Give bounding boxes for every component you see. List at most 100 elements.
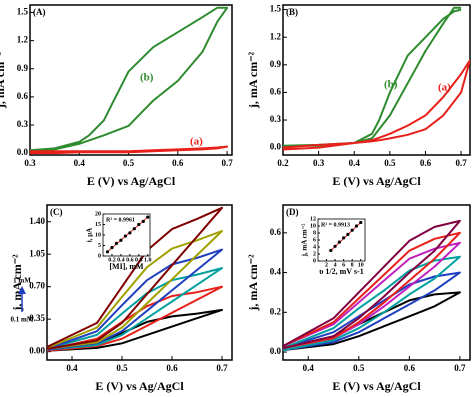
y-tick-label: 0.35 [29, 313, 45, 323]
y-tick-label: 1.40 [29, 216, 45, 226]
curve-label: (b) [384, 79, 398, 91]
y-tick-label: 0.3 [270, 114, 282, 124]
y-axis-label: j, mA cm⁻² [246, 51, 260, 109]
inset-x-label: υ 1/2, mV s-1 [319, 267, 363, 276]
y-tick-label: 12 [310, 216, 316, 222]
y-tick-label: 0.00 [29, 346, 45, 356]
axes-frame [29, 4, 233, 156]
y-tick-label: 0.9 [270, 59, 282, 69]
cv-curve [47, 230, 223, 350]
x-axis-label: E (V) vs Ag/AgCl [87, 174, 176, 188]
x-tick-label: 6 [342, 262, 345, 268]
inset-frame [317, 218, 366, 262]
y-tick-label: 0.4 [270, 267, 282, 277]
x-tick-label: 10 [358, 262, 364, 268]
x-tick-label: 0.6 [420, 158, 432, 168]
inset-y-label: i, μA [86, 228, 94, 242]
x-tick-label: 0.2 [277, 158, 289, 168]
annotation: 1 mM [13, 277, 31, 285]
cv-curve [283, 231, 461, 350]
y-tick-label: 1.5 [17, 7, 29, 17]
cv-curve [283, 241, 461, 350]
inset-point [329, 248, 333, 253]
panel-label: (B) [286, 7, 298, 17]
y-tick-label: 0.70 [29, 281, 45, 291]
inset-point [141, 219, 145, 223]
r-squared: R² = 0.9961 [106, 217, 135, 223]
y-tick-label: 6 [313, 237, 316, 243]
inset-point [346, 232, 350, 236]
y-tick-label: 1.2 [17, 35, 29, 45]
inset-point [333, 244, 337, 248]
cv-curve [283, 59, 470, 151]
y-tick-label: 0 [313, 258, 316, 264]
x-tick-label: 0.4 [74, 158, 86, 168]
cv-curve [283, 255, 461, 352]
inset-point [354, 224, 359, 228]
annotation: 0.1 mM [11, 316, 34, 324]
inset-point [350, 228, 354, 232]
cv-curve [283, 219, 461, 350]
x-tick-label: 0.7 [221, 158, 233, 168]
x-tick-label: 0.4 [117, 257, 125, 263]
y-tick-label: 20 [95, 211, 101, 217]
x-tick-label: 1.0 [144, 257, 152, 263]
inset-y-label: j, mA cm⁻² [301, 224, 309, 258]
x-tick-label: 8 [351, 262, 354, 268]
y-tick-label: 2 [313, 251, 316, 257]
x-tick-label: 4 [334, 262, 337, 268]
y-tick-label: 0.0 [17, 147, 29, 157]
x-tick-label: 0.2 [108, 257, 116, 263]
inset-point [114, 241, 119, 245]
inset-x-label: [MI], mM [109, 262, 144, 271]
x-tick-label: 0.4 [303, 363, 315, 373]
inset-point [110, 246, 114, 250]
x-axis-label: E (V) vs Ag/AgCl [95, 379, 184, 393]
x-tick-label: 0.7 [216, 363, 228, 373]
inset-point [337, 240, 341, 244]
y-tick-label: 10 [95, 232, 101, 238]
cv-curve [47, 206, 223, 350]
x-tick-label: 0.3 [313, 158, 325, 168]
y-tick-label: 5 [98, 243, 101, 249]
curve-label: (a) [190, 136, 203, 148]
y-tick-label: 0.6 [270, 227, 282, 237]
x-tick-label: 0.4 [66, 363, 78, 373]
x-tick-label: 0.6 [166, 363, 178, 373]
x-tick-label: 0.7 [454, 363, 466, 373]
r-squared: R² = 0.9913 [321, 222, 350, 228]
inset-point [137, 222, 141, 227]
y-tick-label: 0.0 [270, 142, 282, 152]
cv-curve [283, 271, 461, 352]
y-tick-label: 1.2 [270, 31, 282, 41]
y-tick-label: 8 [313, 230, 316, 236]
y-tick-label: 0.2 [270, 306, 282, 316]
cv-curve [30, 6, 229, 153]
y-tick-label: 4 [313, 244, 316, 250]
arrow-head [18, 286, 26, 294]
axes-frame [282, 4, 471, 156]
y-tick-label: 1.5 [270, 4, 282, 14]
cv-curve [47, 308, 223, 352]
inset-point [128, 231, 132, 235]
curve-label: (a) [438, 82, 451, 94]
x-tick-label: 0.6 [404, 363, 416, 373]
inset-point [105, 250, 110, 254]
cv-curve [47, 267, 223, 351]
x-tick-label: 0.6 [172, 158, 184, 168]
inset-point [132, 227, 136, 231]
y-tick-label: 0 [98, 253, 101, 259]
inset-point [123, 234, 127, 238]
x-axis-label: E (V) vs Ag/AgCl [332, 379, 421, 393]
x-tick-label: 0.8 [135, 257, 143, 263]
panel-label: (D) [286, 207, 299, 217]
panel-label: (C) [50, 207, 63, 217]
x-tick-label: 0.7 [455, 158, 467, 168]
y-tick-label: 0.6 [270, 86, 282, 96]
axes-frame [46, 204, 233, 361]
cv-curve [283, 6, 462, 147]
y-axis-label: j, mA cm⁻² [0, 51, 7, 109]
y-tick-label: 1.05 [29, 248, 45, 258]
inset-frame [102, 213, 151, 257]
fit-line [107, 216, 149, 253]
